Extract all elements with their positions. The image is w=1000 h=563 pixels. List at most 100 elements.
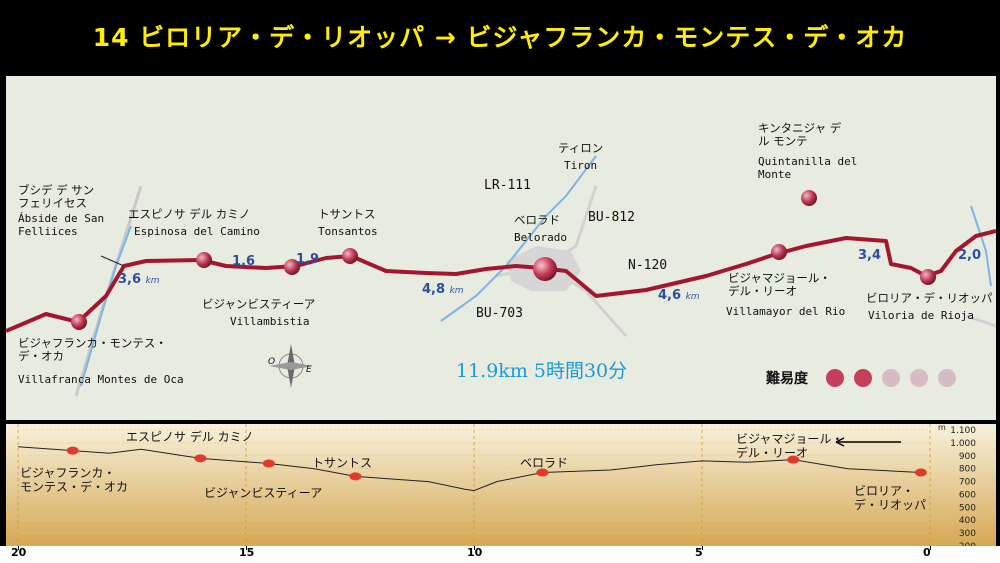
elevation-stop-marker — [194, 454, 207, 463]
place-espinosa-es: Espinosa del Camino — [134, 225, 260, 238]
profile-label-espinosa: エスピノサ デル カミノ — [126, 430, 254, 444]
x-tick-label: 10 — [467, 546, 483, 559]
elevation-stop-marker — [914, 468, 927, 477]
distance-label: 3,4 — [858, 248, 882, 263]
profile-label-villafranca: ビジャフランカ・ モンテス・デ・オカ — [20, 466, 129, 494]
place-abside-es: Ábside de San Felliices — [18, 212, 105, 238]
place-villafranca-es: Villafranca Montes de Oca — [18, 373, 184, 386]
difficulty-dot-empty — [882, 369, 900, 387]
y-tick-label: 400 — [959, 516, 976, 526]
place-tosantos-jp: トサントス — [318, 207, 376, 221]
place-quintanilla-es: Quintanilla del Monte — [758, 155, 858, 181]
elevation-stop-marker — [349, 472, 362, 481]
elevation-stop-marker — [66, 446, 79, 455]
place-viloria-es: Viloria de Rioja — [868, 309, 974, 322]
river — [440, 155, 597, 322]
place-villamayor-jp: ビジャマジョール・ デル・リーオ — [728, 271, 831, 298]
distance-label: 2,0 — [958, 248, 982, 263]
profile-background — [6, 424, 996, 550]
stop-villafranca — [71, 314, 87, 330]
elevation-stop-marker — [787, 455, 800, 464]
y-tick-label: 700 — [959, 478, 976, 488]
x-tick-mark — [930, 546, 931, 550]
x-tick-mark — [246, 546, 247, 550]
route-map: O E ビジャフランカ・モンテス・ デ・オカ Villafranca Monte… — [6, 76, 996, 420]
place-tosantos-es: Tonsantos — [318, 225, 378, 238]
x-tick-mark — [18, 546, 19, 550]
stop-villambistia — [284, 259, 300, 275]
distance-label: 1,6 — [232, 254, 256, 269]
stop-quintanilla — [801, 190, 817, 206]
x-tick-label: 20 — [11, 546, 27, 559]
place-villafranca-jp: ビジャフランカ・モンテス・ デ・オカ — [18, 336, 167, 363]
stop-espinosa — [196, 252, 212, 268]
profile-label-viloria: ビロリア・ デ・リオッパ — [854, 484, 927, 512]
stop-villamayor — [771, 244, 787, 260]
place-villamayor-es: Villamayor del Rio — [726, 305, 846, 318]
place-abside-jp: ブシデ デ サン フェリイセス — [18, 183, 95, 210]
distance-label: 4,6 km — [658, 288, 700, 303]
place-belorado-es: Belorado — [514, 231, 567, 244]
stop-belorado — [533, 257, 557, 281]
place-villambistia-es: Villambistia — [230, 315, 310, 328]
road-lr111: LR-111 — [484, 178, 531, 193]
elevation-stop-marker — [262, 459, 275, 468]
y-tick-label: 800 — [959, 465, 976, 475]
x-tick-mark — [702, 546, 703, 550]
terrain-road — [965, 314, 996, 328]
profile-label-tosantos: トサントス — [312, 456, 373, 470]
x-tick-label: 5 — [695, 546, 703, 559]
river — [970, 205, 992, 287]
x-tick-mark — [474, 546, 475, 550]
route-line — [6, 229, 996, 333]
elevation-line — [17, 446, 921, 492]
distance-label: 4,8 km — [422, 282, 464, 297]
profile-label-villamayor: ビジャマジョール・ デル・リーオ — [736, 432, 844, 460]
compass-icon — [269, 344, 313, 388]
place-tiron-jp: ティロン — [558, 141, 604, 155]
difficulty-dot-filled — [854, 369, 872, 387]
road-bu703: BU-703 — [476, 306, 523, 321]
profile-x-axis: 20 15 10 5 0 — [0, 546, 1000, 563]
y-tick-label: 300 — [959, 529, 976, 539]
distance-label: 1,9 — [296, 252, 320, 267]
y-tick-label: 600 — [959, 490, 976, 500]
stop-tosantos — [342, 248, 358, 264]
y-unit-label: m — [938, 424, 946, 432]
compass-east-label: E — [306, 365, 312, 375]
stop-viloria — [920, 269, 936, 285]
map-graphics — [6, 155, 996, 397]
difficulty-dot-empty — [910, 369, 928, 387]
x-tick-label: 15 — [239, 546, 255, 559]
y-tick-label: 500 — [959, 503, 976, 513]
y-tick-label: 1.100 — [950, 426, 976, 436]
difficulty-label: 難易度 — [766, 371, 808, 387]
distance-label: 3,6 km — [118, 272, 160, 287]
profile-label-belorado: ベロラド — [520, 456, 569, 470]
title-bar: 14 ビロリア・デ・リオッパ → ビジャフランカ・モンテス・デ・オカ — [0, 0, 1000, 76]
place-viloria-jp: ビロリア・デ・リオッパ — [866, 291, 993, 305]
elevation-stop-marker — [536, 468, 549, 477]
page-title: 14 ビロリア・デ・リオッパ → ビジャフランカ・モンテス・デ・オカ — [92, 23, 908, 52]
place-belorado-jp: ベロラド — [514, 213, 560, 227]
x-tick-label: 0 — [923, 546, 931, 559]
place-quintanilla-jp: キンタニジャ デ ル モンテ — [758, 121, 842, 148]
route-summary: 11.9km 5時間30分 — [456, 360, 628, 382]
profile-label-villambistia: ビジャンビスティーア — [204, 486, 323, 500]
difficulty-dot-filled — [826, 369, 844, 387]
place-espinosa-jp: エスピノサ デル カミノ — [128, 207, 251, 221]
road-n120: N-120 — [628, 258, 668, 273]
compass-west-label: O — [268, 357, 276, 367]
y-tick-label: 1.000 — [950, 439, 976, 449]
arrow-icon — [835, 437, 901, 447]
y-tick-label: 900 — [959, 452, 976, 462]
difficulty-dot-empty — [938, 369, 956, 387]
pointer-line — [100, 255, 125, 267]
place-villambistia-jp: ビジャンビスティーア — [202, 297, 316, 311]
road-bu812: BU-812 — [588, 210, 635, 225]
difficulty-rating — [826, 369, 956, 387]
place-tiron-es: Tiron — [564, 159, 598, 172]
